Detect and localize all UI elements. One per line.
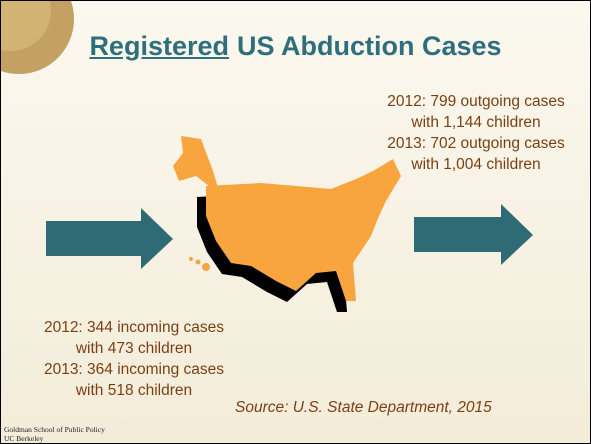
- outgoing-text: 2012: 799 outgoing cases with 1,144 child…: [371, 91, 581, 175]
- title-underlined: Registered: [89, 31, 229, 61]
- text-line: with 518 children: [75, 382, 193, 399]
- text-line: 2013: 364 incoming cases: [43, 361, 225, 378]
- text-line: 2013: 702 outgoing cases: [387, 135, 565, 152]
- incoming-text: 2012: 344 incoming cases with 473 childre…: [19, 317, 249, 401]
- title-rest: US Abduction Cases: [237, 31, 502, 61]
- text-line: 2012: 799 outgoing cases: [387, 93, 565, 110]
- text-line: with 1,144 children: [411, 114, 541, 131]
- arrow-in: [46, 208, 173, 269]
- globe-highlight: [1, 1, 51, 51]
- text-line: 2012: 344 incoming cases: [43, 319, 225, 336]
- hawaii: [189, 257, 210, 271]
- title: Registered US Abduction Cases: [1, 31, 590, 62]
- footer: Goldman School of Public Policy UC Berkel…: [4, 425, 105, 443]
- text-line: Goldman School of Public Policy: [4, 425, 105, 434]
- text-line: with 473 children: [75, 340, 193, 357]
- text-line: with 1,004 children: [411, 156, 541, 173]
- source: Source: U.S. State Department, 2015: [235, 399, 492, 416]
- alaska: [173, 136, 219, 191]
- text-line: UC Berkeley: [4, 434, 44, 443]
- arrow-out: [414, 204, 533, 265]
- us-map: [206, 159, 401, 301]
